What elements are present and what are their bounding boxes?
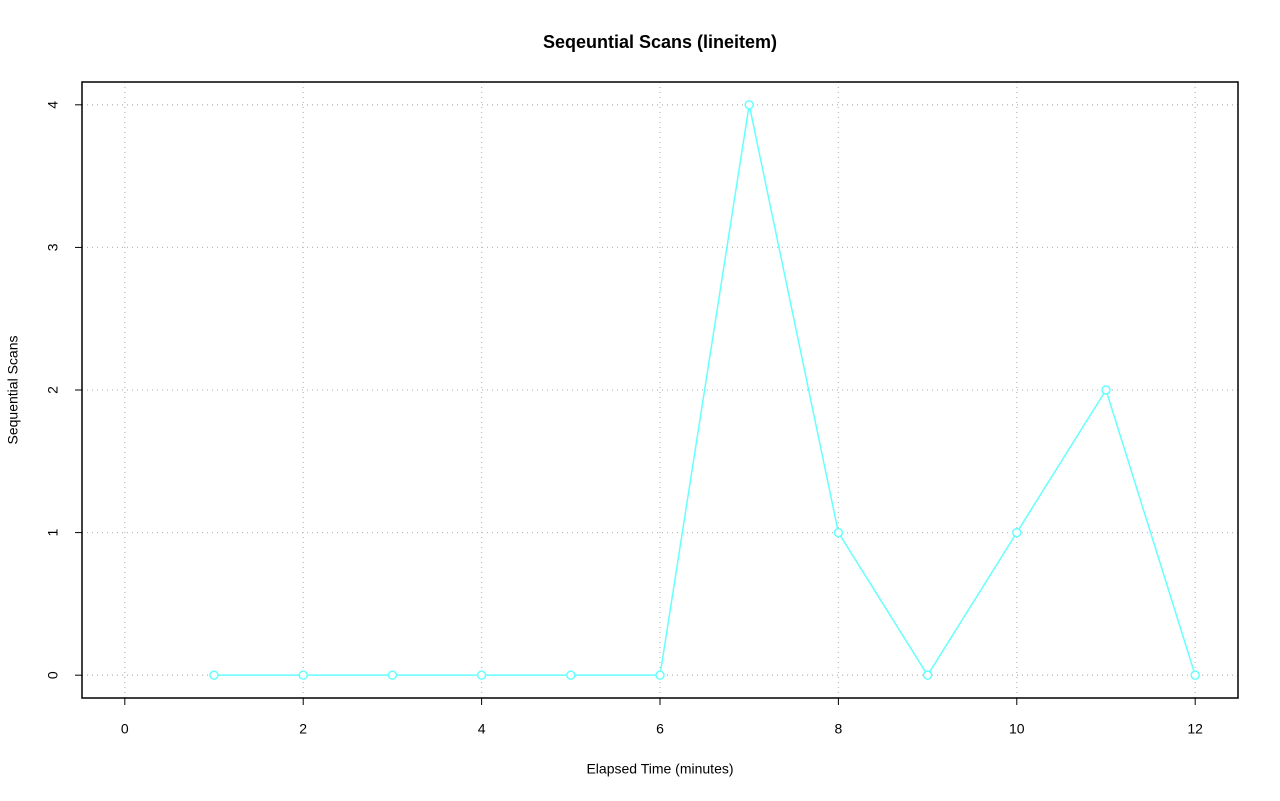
data-point xyxy=(387,670,398,680)
y-axis-label: Sequential Scans xyxy=(5,336,21,445)
data-point xyxy=(566,670,576,680)
x-tick-label: 4 xyxy=(478,721,486,737)
data-point xyxy=(1190,670,1200,680)
data-point xyxy=(298,670,308,680)
data-point xyxy=(655,670,665,680)
x-tick-label: 10 xyxy=(1009,721,1025,737)
data-point xyxy=(922,670,933,680)
plot-frame xyxy=(81,81,1239,699)
y-tick-label: 4 xyxy=(45,101,61,109)
x-tick-label: 6 xyxy=(656,721,664,737)
y-tick-label: 0 xyxy=(45,671,61,679)
data-point xyxy=(476,670,487,680)
data-point xyxy=(1101,385,1111,395)
y-tick-label: 3 xyxy=(45,243,61,251)
x-tick-label: 0 xyxy=(121,721,129,737)
data-point xyxy=(744,100,754,110)
data-point xyxy=(833,527,844,538)
data-point xyxy=(209,670,219,680)
data-line xyxy=(214,104,1196,677)
y-tick-label: 1 xyxy=(45,528,61,536)
chart-title: Seqeuntial Scans (lineitem) xyxy=(543,32,777,52)
y-tick-label: 2 xyxy=(45,386,61,394)
x-tick-label: 8 xyxy=(834,721,842,737)
x-tick-label: 2 xyxy=(299,721,307,737)
x-axis-label: Elapsed Time (minutes) xyxy=(586,761,733,777)
data-point xyxy=(1012,527,1022,538)
x-tick-label: 12 xyxy=(1187,721,1203,737)
